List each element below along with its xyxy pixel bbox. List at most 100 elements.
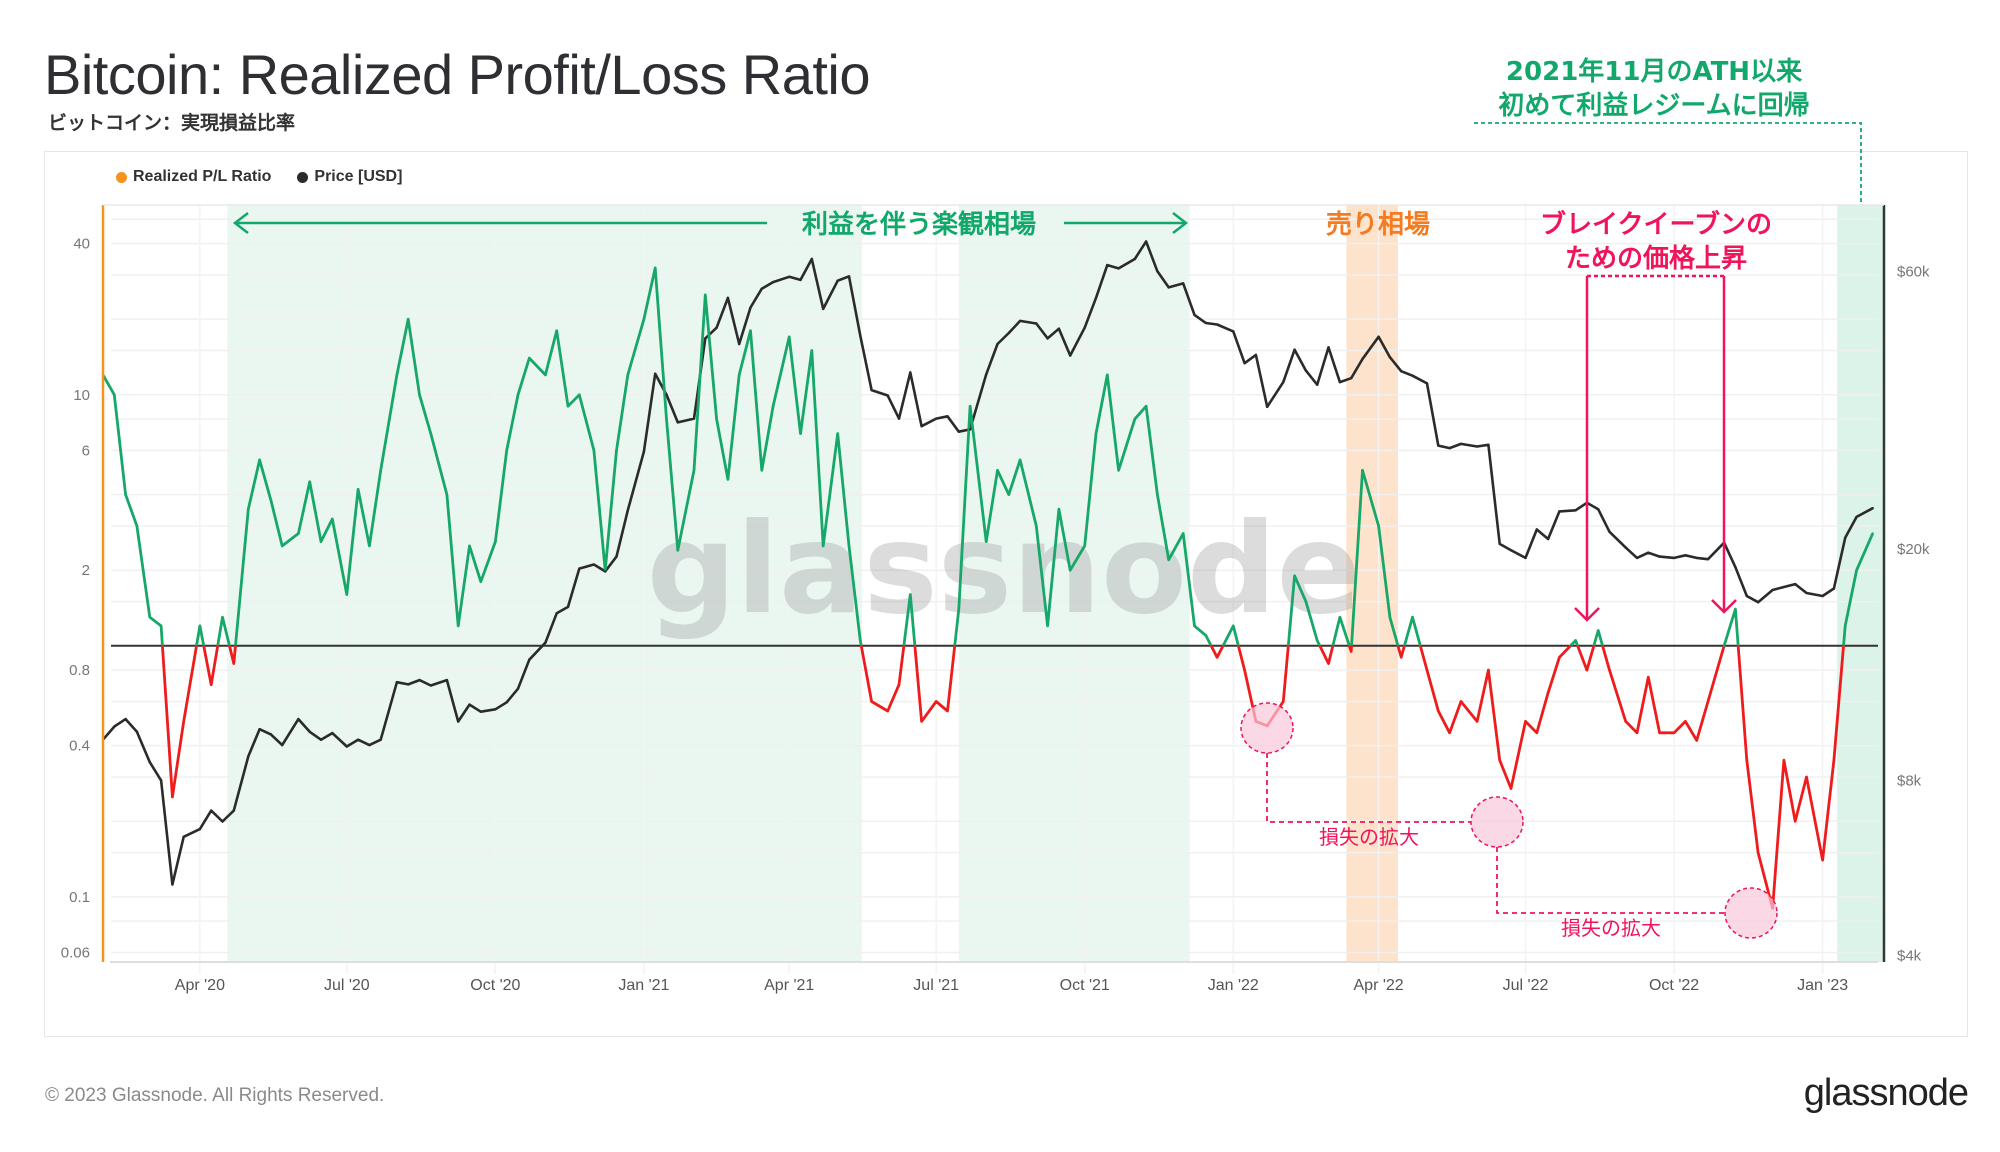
- loss-expansion-label-1: 損失の拡大: [1319, 825, 1419, 849]
- legend-item-ratio[interactable]: Realized P/L Ratio: [116, 168, 271, 186]
- price-point: [654, 372, 657, 375]
- ratio-point: [692, 469, 696, 472]
- ratio-point: [1805, 775, 1808, 779]
- price-point: [247, 755, 250, 758]
- y-left-tick-label: 2: [82, 562, 90, 579]
- ratio-point: [1425, 668, 1429, 672]
- ratio-point: [368, 544, 371, 548]
- price-point: [726, 296, 730, 300]
- ratio-point: [886, 709, 889, 713]
- price-point: [113, 725, 116, 728]
- price-point: [221, 820, 224, 823]
- page-title: Bitcoin: Realized Profit/Loss Ratio: [44, 43, 871, 106]
- ratio-point: [1144, 405, 1148, 408]
- chart-panel: [44, 151, 1968, 1037]
- price-point: [1658, 555, 1661, 558]
- ratio-point: [946, 709, 949, 713]
- price-point: [1316, 383, 1319, 386]
- annotation-return-line2: 初めて利益レジームに回帰: [1498, 91, 1809, 121]
- ratio-point: [418, 393, 421, 396]
- price-point: [934, 417, 938, 420]
- price-point: [1498, 542, 1501, 546]
- price-point: [1684, 554, 1687, 557]
- ratio-point: [957, 607, 960, 611]
- price-point: [821, 307, 825, 311]
- price-point: [544, 641, 547, 644]
- ratio-point: [749, 329, 752, 332]
- ratio-point: [1475, 720, 1479, 723]
- ratio-point: [934, 700, 938, 703]
- ratio-point: [1647, 675, 1650, 679]
- regime-band-profit: [227, 205, 862, 962]
- ratio-point: [1046, 624, 1049, 628]
- ratio-point: [221, 615, 224, 619]
- ratio-point: [209, 683, 213, 686]
- ratio-point: [1182, 532, 1185, 535]
- price-point: [1046, 337, 1049, 340]
- price-point: [957, 430, 960, 433]
- price-point: [1057, 327, 1061, 330]
- price-point: [1035, 322, 1038, 325]
- x-tick-label: Oct '21: [1060, 977, 1110, 994]
- annotation-breakeven-line2: ための価格上昇: [1565, 243, 1747, 274]
- ratio-point: [1437, 709, 1440, 713]
- price-point: [1624, 546, 1627, 549]
- ratio-point: [1871, 532, 1874, 535]
- price-point: [715, 326, 718, 329]
- y-left-tick-label: 0.06: [61, 945, 90, 962]
- ratio-point: [1349, 650, 1353, 653]
- ratio-point: [592, 449, 596, 452]
- x-tick-label: Jan '22: [1208, 977, 1259, 994]
- ratio-point: [457, 624, 460, 628]
- price-point: [171, 883, 174, 886]
- price-point: [1293, 348, 1296, 351]
- ratio-point: [528, 356, 531, 360]
- y-left-tick-label: 0.8: [69, 662, 90, 679]
- ratio-point: [1232, 624, 1235, 628]
- ratio-point: [479, 580, 483, 583]
- legend-item-price[interactable]: Price [USD]: [297, 168, 402, 186]
- ratio-point: [836, 432, 839, 435]
- price-point: [665, 393, 668, 397]
- ratio-point: [148, 615, 152, 619]
- price-point: [1832, 587, 1836, 590]
- arrow-right-icon: [1172, 212, 1189, 234]
- ratio-point: [1672, 731, 1676, 735]
- ratio-point: [1585, 668, 1589, 672]
- x-tick-label: Jul '21: [913, 977, 959, 994]
- price-point: [946, 415, 949, 418]
- ratio-point: [1133, 417, 1136, 421]
- ratio-point: [1327, 662, 1330, 665]
- ratio-point: [406, 317, 410, 321]
- watermark: glassnode: [647, 497, 1362, 642]
- ratio-point: [345, 593, 349, 596]
- price-point: [468, 703, 471, 706]
- ratio-point: [737, 373, 741, 377]
- ratio-point: [494, 540, 497, 543]
- price-point: [1756, 600, 1760, 604]
- ratio-point: [1821, 858, 1824, 862]
- ratio-point: [715, 417, 718, 421]
- price-point: [1265, 405, 1269, 408]
- y-right-tick-label: $4k: [1897, 948, 1922, 965]
- price-point: [1437, 444, 1440, 447]
- price-point: [1349, 377, 1353, 380]
- ratio-point: [1574, 639, 1577, 642]
- x-tick-label: Apr '21: [764, 977, 814, 994]
- legend-label: Price [USD]: [314, 168, 403, 185]
- ratio-point: [198, 624, 202, 628]
- data-points: [101, 240, 1874, 910]
- ratio-point: [968, 405, 972, 408]
- annotation-return-profit: 2021年11月のATH以来 初めて利益レジームに回帰: [1474, 56, 1862, 205]
- price-point: [771, 280, 775, 284]
- ratio-point: [135, 524, 139, 528]
- ratio-point: [1007, 493, 1011, 496]
- arrow-left-icon: [232, 212, 249, 234]
- ratio-point: [1377, 524, 1380, 528]
- ratio-point: [1509, 787, 1513, 790]
- ratio-point: [1658, 731, 1661, 735]
- price-point: [345, 745, 349, 748]
- ratio-point: [654, 266, 657, 270]
- price-point: [1546, 537, 1550, 541]
- ratio-point: [356, 488, 360, 491]
